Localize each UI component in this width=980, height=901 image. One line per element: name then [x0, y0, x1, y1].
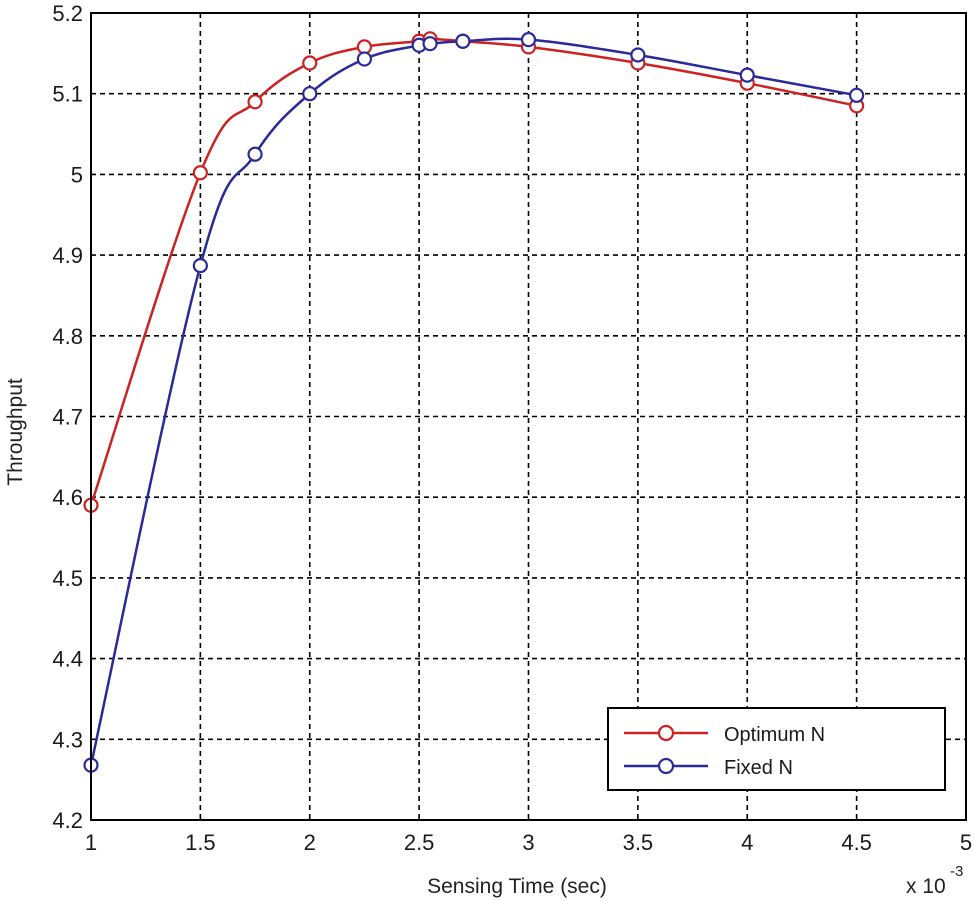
y-tick-label: 5 — [71, 162, 83, 187]
legend-label-optimum-n: Optimum N — [724, 724, 825, 746]
legend-marker-optimum-n — [657, 724, 675, 742]
x-tick-labels: 1 1.5 2 2.5 3 3.5 4 4.5 5 — [85, 830, 972, 855]
x-axis-label: Sensing Time (sec) — [427, 875, 607, 898]
x-tick-label: 4.5 — [841, 830, 872, 855]
legend-item-optimum-n: Optimum N — [624, 724, 825, 746]
y-tick-label: 4.5 — [52, 566, 83, 591]
data-point-fixed-n — [455, 33, 471, 49]
y-tick-label: 4.6 — [52, 485, 83, 510]
data-point-optimum-n — [247, 94, 263, 110]
x-tick-label: 3 — [522, 830, 534, 855]
y-tick-label: 5.2 — [52, 1, 83, 26]
legend-box — [607, 707, 946, 791]
y-tick-labels: 4.2 4.3 4.4 4.5 4.6 4.7 4.8 4.9 5 5.1 5.2 — [52, 1, 83, 833]
x-tick-label: 2.5 — [404, 830, 435, 855]
x-tick-label: 1 — [85, 830, 97, 855]
x-tick-label: 4 — [741, 830, 753, 855]
series-line-fixed-n — [89, 37, 857, 766]
x-scale-base: x 10 — [906, 875, 946, 898]
data-point-fixed-n — [356, 51, 373, 67]
legend: Optimum N Fixed N — [607, 707, 946, 791]
y-tick-label: 4.9 — [52, 243, 83, 268]
y-tick-label: 4.3 — [52, 727, 83, 752]
data-point-fixed-n — [192, 257, 208, 274]
y-tick-label: 5.1 — [52, 82, 83, 107]
data-point-fixed-n — [739, 67, 755, 83]
x-tick-label: 1.5 — [185, 830, 216, 855]
data-point-fixed-n — [849, 87, 865, 103]
data-point-fixed-n — [630, 47, 646, 63]
x-scale-exponent: -3 — [950, 863, 963, 880]
plot-frame — [90, 12, 967, 821]
data-point-fixed-n — [247, 146, 263, 162]
y-axis-label: Throughput — [4, 378, 27, 486]
y-tick-label: 4.2 — [52, 808, 83, 833]
data-point-optimum-n — [192, 165, 208, 181]
y-tick-label: 4.8 — [52, 324, 83, 349]
legend-label-fixed-n: Fixed N — [724, 757, 793, 779]
data-point-optimum-n — [302, 55, 318, 71]
y-tick-label: 4.4 — [52, 647, 83, 672]
legend-item-fixed-n: Fixed N — [624, 757, 793, 779]
legend-marker-fixed-n — [657, 757, 675, 775]
data-point-fixed-n — [422, 36, 438, 52]
data-point-fixed-n — [520, 32, 537, 48]
series-lines — [89, 37, 857, 766]
series-markers — [83, 31, 865, 773]
y-tick-label: 4.7 — [52, 405, 83, 430]
series-line-optimum-n — [89, 37, 857, 506]
x-tick-label: 5 — [960, 830, 972, 855]
data-point-fixed-n — [302, 86, 318, 102]
x-scale-multiplier: x 10 -3 — [906, 863, 963, 898]
grid-lines — [91, 13, 966, 820]
x-tick-label: 2 — [304, 830, 316, 855]
x-tick-label: 3.5 — [623, 830, 654, 855]
